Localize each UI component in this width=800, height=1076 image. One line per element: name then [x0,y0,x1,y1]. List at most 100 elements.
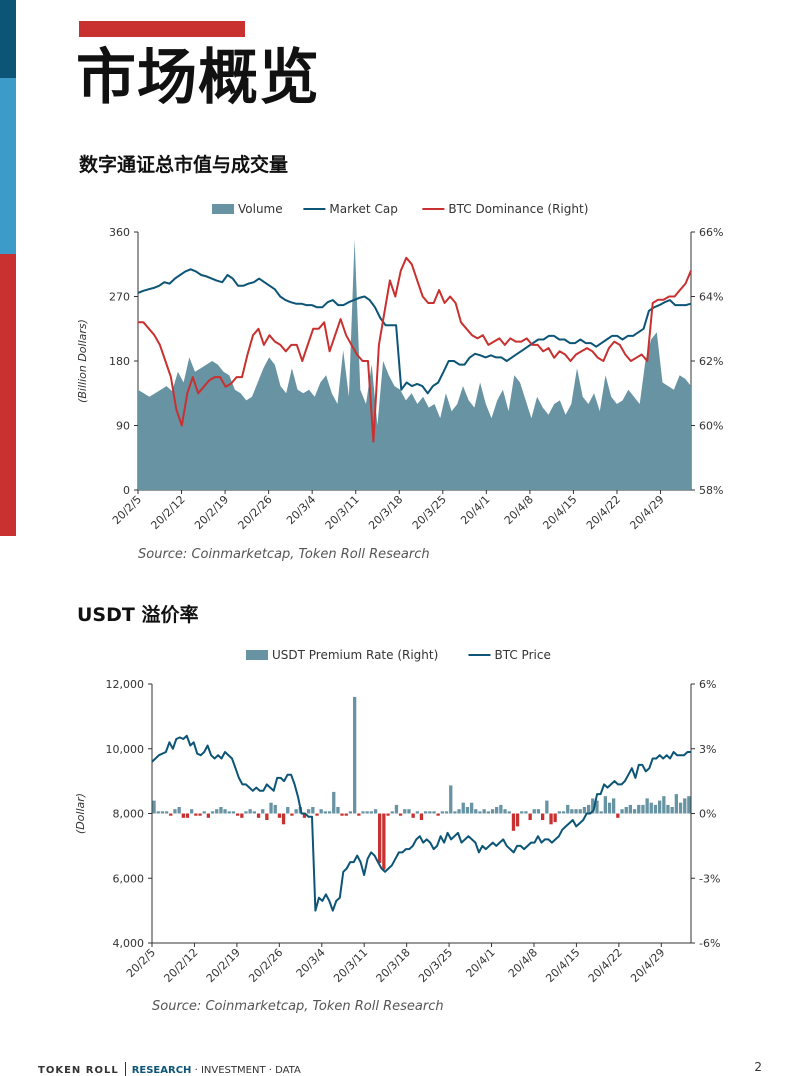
y-tick-label: 90 [116,420,130,433]
bar [302,813,307,818]
bar [336,807,340,814]
x-tick-label: 20/4/1 [458,493,492,527]
legend-label: BTC Dominance (Right) [448,202,588,216]
bar [344,813,348,816]
bar [541,813,545,820]
bar [173,809,177,814]
bar [528,813,532,820]
legend-label: Market Cap [329,202,397,216]
bar [578,809,582,814]
series-line-1 [151,734,691,912]
bar [236,813,240,816]
y2-tick-label: 64% [699,291,723,304]
x-tick-label: 20/3/4 [294,946,328,980]
series-line-2 [138,256,692,443]
bar [499,804,503,814]
bar [281,813,286,825]
bar [470,802,474,814]
chart1-section-title: 数字通证总市值与成交量 [79,154,289,176]
bar [574,809,578,814]
x-tick-label: 20/2/26 [236,493,275,532]
x-tick-label: 20/2/12 [161,946,200,985]
bar [248,809,252,814]
bar [482,809,486,814]
bar [311,807,315,814]
bar [628,804,632,814]
x-tick-label: 20/3/18 [366,493,405,532]
bar [645,798,649,814]
bar [315,813,319,816]
bar [524,811,528,814]
legend-swatch [246,650,268,660]
bar [495,807,499,814]
bar [323,811,327,814]
bar [545,800,549,814]
bar [294,809,298,814]
y2-tick-label: 62% [699,355,723,368]
bar [273,804,277,814]
market-cap-chart-svg: 0 90 180 270 360 58% 60% 62% 64% 66% 20/2/5 20/2/12… [76,202,723,532]
bar [453,811,457,814]
chart2-source: Source: Coinmarketcap, Token Roll Resear… [152,999,444,1014]
y2-tick-label: 0% [699,808,716,821]
x-tick-label: 20/2/19 [204,946,243,985]
bar [340,813,344,816]
bar [553,813,557,823]
y-axis-label: (Dollar) [74,793,87,834]
bar [637,804,641,814]
chart1-source: Source: Coinmarketcap, Token Roll Resear… [138,547,430,562]
y2-tick-label: 58% [699,484,723,497]
sidebar-strip-red [0,254,16,536]
bar [486,811,490,814]
bar [277,813,282,818]
bar [536,809,541,814]
x-tick-label: 20/4/22 [584,493,623,532]
bar [369,811,373,814]
bar [365,811,369,814]
y-tick-label: 180 [109,355,130,368]
x-tick-label: 20/3/4 [284,493,318,527]
bar [210,811,215,814]
x-tick-label: 20/4/15 [543,946,582,985]
bar [653,804,658,814]
bar [194,813,198,816]
bar [561,811,566,814]
x-tick-label: 20/2/5 [110,493,144,527]
legend-swatch [212,204,234,214]
bar [591,798,595,814]
bar [687,796,691,814]
x-tick-label: 20/3/25 [416,946,455,985]
bar [215,809,219,814]
bar [357,813,361,816]
bar [240,813,244,818]
bar [478,811,482,814]
bar [398,813,403,816]
bar [256,813,261,818]
sidebar-strip-blue [0,78,16,254]
bar [290,813,294,816]
y2-tick-label: 3% [699,743,716,756]
bar [662,796,666,814]
legend-label: BTC Price [495,648,551,662]
bar [474,809,478,814]
usdt-premium-chart: 4,000 6,000 8,000 10,000 12,000 -6% -3% 0% 3% 6% 2… [0,638,800,1018]
bar [156,811,160,814]
series-area-0 [138,239,691,490]
y2-tick-label: -3% [699,872,720,885]
bar [461,802,465,814]
title-accent-bar [79,21,245,37]
y-tick-label: 0 [123,484,130,497]
bar [678,802,683,814]
bar [570,809,574,814]
bar [403,809,407,814]
y-axis-label: (Billion Dollars) [76,319,89,403]
x-tick-label: 20/4/22 [586,946,625,985]
bar [223,809,227,814]
bar [269,802,273,814]
market-cap-chart: 0 90 180 270 360 58% 60% 62% 64% 66% 20/2/5 20/2/12… [0,190,800,570]
y-tick-label: 8,000 [113,808,145,821]
sidebar-strip-navy [0,0,16,78]
page-number: 2 [754,1060,762,1074]
x-tick-label: 20/3/11 [323,493,362,532]
bar [532,809,536,814]
